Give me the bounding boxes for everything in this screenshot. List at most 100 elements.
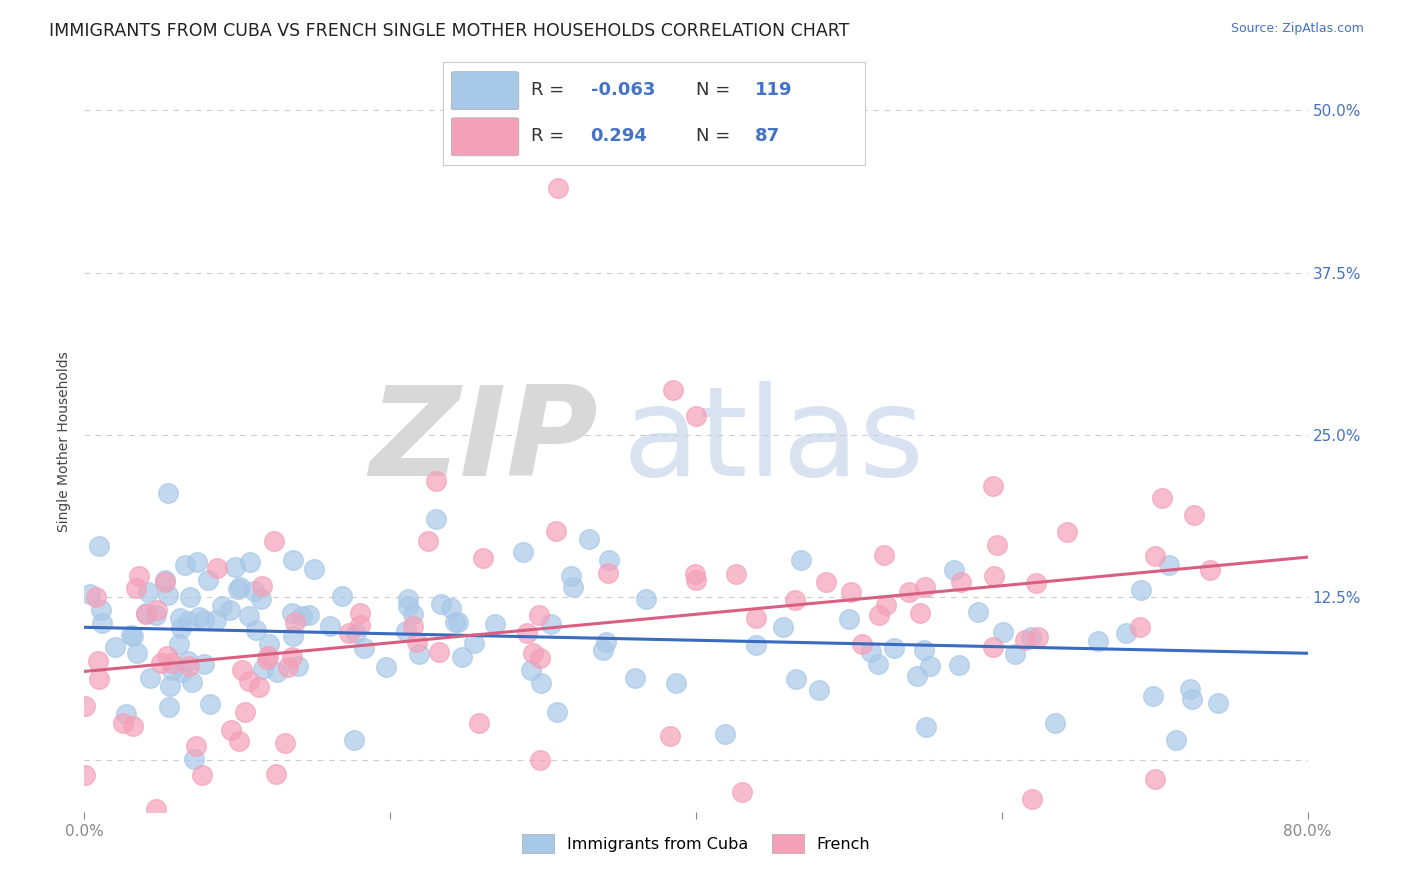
Point <box>634 592 657 607</box>
Point <box>160 656 183 670</box>
Point <box>374 659 396 673</box>
Point <box>86 654 108 668</box>
Point <box>883 640 905 655</box>
Point <box>592 642 614 657</box>
Text: R =: R = <box>531 81 565 99</box>
Point <box>1021 791 1043 805</box>
Point <box>540 616 562 631</box>
Point <box>245 624 267 638</box>
Point <box>167 637 190 651</box>
Point <box>135 607 157 621</box>
Point <box>967 605 990 619</box>
Point <box>948 657 970 672</box>
Point <box>912 643 935 657</box>
Point <box>79 586 101 600</box>
Point <box>596 566 619 580</box>
Point <box>866 657 889 672</box>
Point <box>89 539 111 553</box>
Point <box>149 656 172 670</box>
Point <box>529 753 551 767</box>
Point <box>1142 690 1164 704</box>
Point <box>562 580 585 594</box>
Point <box>211 599 233 613</box>
Point <box>578 532 600 546</box>
Point <box>114 706 136 721</box>
Point <box>429 597 451 611</box>
Point <box>914 581 936 595</box>
Point <box>772 620 794 634</box>
Point <box>447 615 470 629</box>
Text: 0.294: 0.294 <box>591 128 647 145</box>
Point <box>408 647 430 661</box>
Point <box>193 614 215 628</box>
Point <box>155 649 177 664</box>
Text: R =: R = <box>531 128 565 145</box>
Point <box>724 567 747 582</box>
Point <box>1206 696 1229 710</box>
Point <box>281 553 304 567</box>
Point <box>1166 733 1188 747</box>
Point <box>125 582 148 596</box>
Point <box>186 555 208 569</box>
Point <box>218 603 240 617</box>
Point <box>943 563 966 577</box>
Point <box>731 785 754 799</box>
Point <box>396 599 419 614</box>
Point <box>104 640 127 654</box>
Point <box>75 768 97 782</box>
Point <box>468 715 491 730</box>
Point <box>785 673 807 687</box>
Text: -0.063: -0.063 <box>591 81 655 99</box>
Point <box>1129 620 1152 634</box>
Point <box>851 637 873 651</box>
FancyBboxPatch shape <box>451 118 519 156</box>
Point <box>463 636 485 650</box>
Point <box>1056 524 1078 539</box>
Point <box>519 663 541 677</box>
Point <box>745 611 768 625</box>
Text: N =: N = <box>696 128 730 145</box>
Point <box>1043 715 1066 730</box>
Point <box>330 589 353 603</box>
Text: N =: N = <box>696 81 730 99</box>
Point <box>84 591 107 605</box>
Text: 87: 87 <box>755 128 780 145</box>
Point <box>284 615 307 629</box>
Point <box>122 719 145 733</box>
Point <box>512 545 534 559</box>
Point <box>546 524 568 539</box>
Point <box>624 671 647 685</box>
Point <box>349 618 371 632</box>
Point <box>1014 633 1036 648</box>
Point <box>897 585 920 599</box>
Point <box>198 697 221 711</box>
Point <box>416 534 439 549</box>
Point <box>145 608 167 623</box>
Point <box>257 648 280 663</box>
Point <box>402 607 425 621</box>
Point <box>183 752 205 766</box>
Point <box>228 734 250 748</box>
Point <box>73 699 96 714</box>
Text: Source: ZipAtlas.com: Source: ZipAtlas.com <box>1230 22 1364 36</box>
Point <box>197 573 219 587</box>
Point <box>343 733 366 747</box>
Point <box>662 383 685 397</box>
Point <box>224 559 246 574</box>
Point <box>319 619 342 633</box>
Point <box>685 409 707 423</box>
Point <box>169 611 191 625</box>
Point <box>157 486 180 500</box>
Point <box>665 676 688 690</box>
Point <box>256 652 278 666</box>
Point <box>243 583 266 598</box>
Point <box>1087 634 1109 648</box>
Point <box>839 585 862 599</box>
Point <box>1181 692 1204 706</box>
Point <box>1115 626 1137 640</box>
Point <box>122 629 145 643</box>
Point <box>349 607 371 621</box>
Point <box>1144 549 1167 563</box>
Point <box>179 591 201 605</box>
Point <box>274 735 297 749</box>
